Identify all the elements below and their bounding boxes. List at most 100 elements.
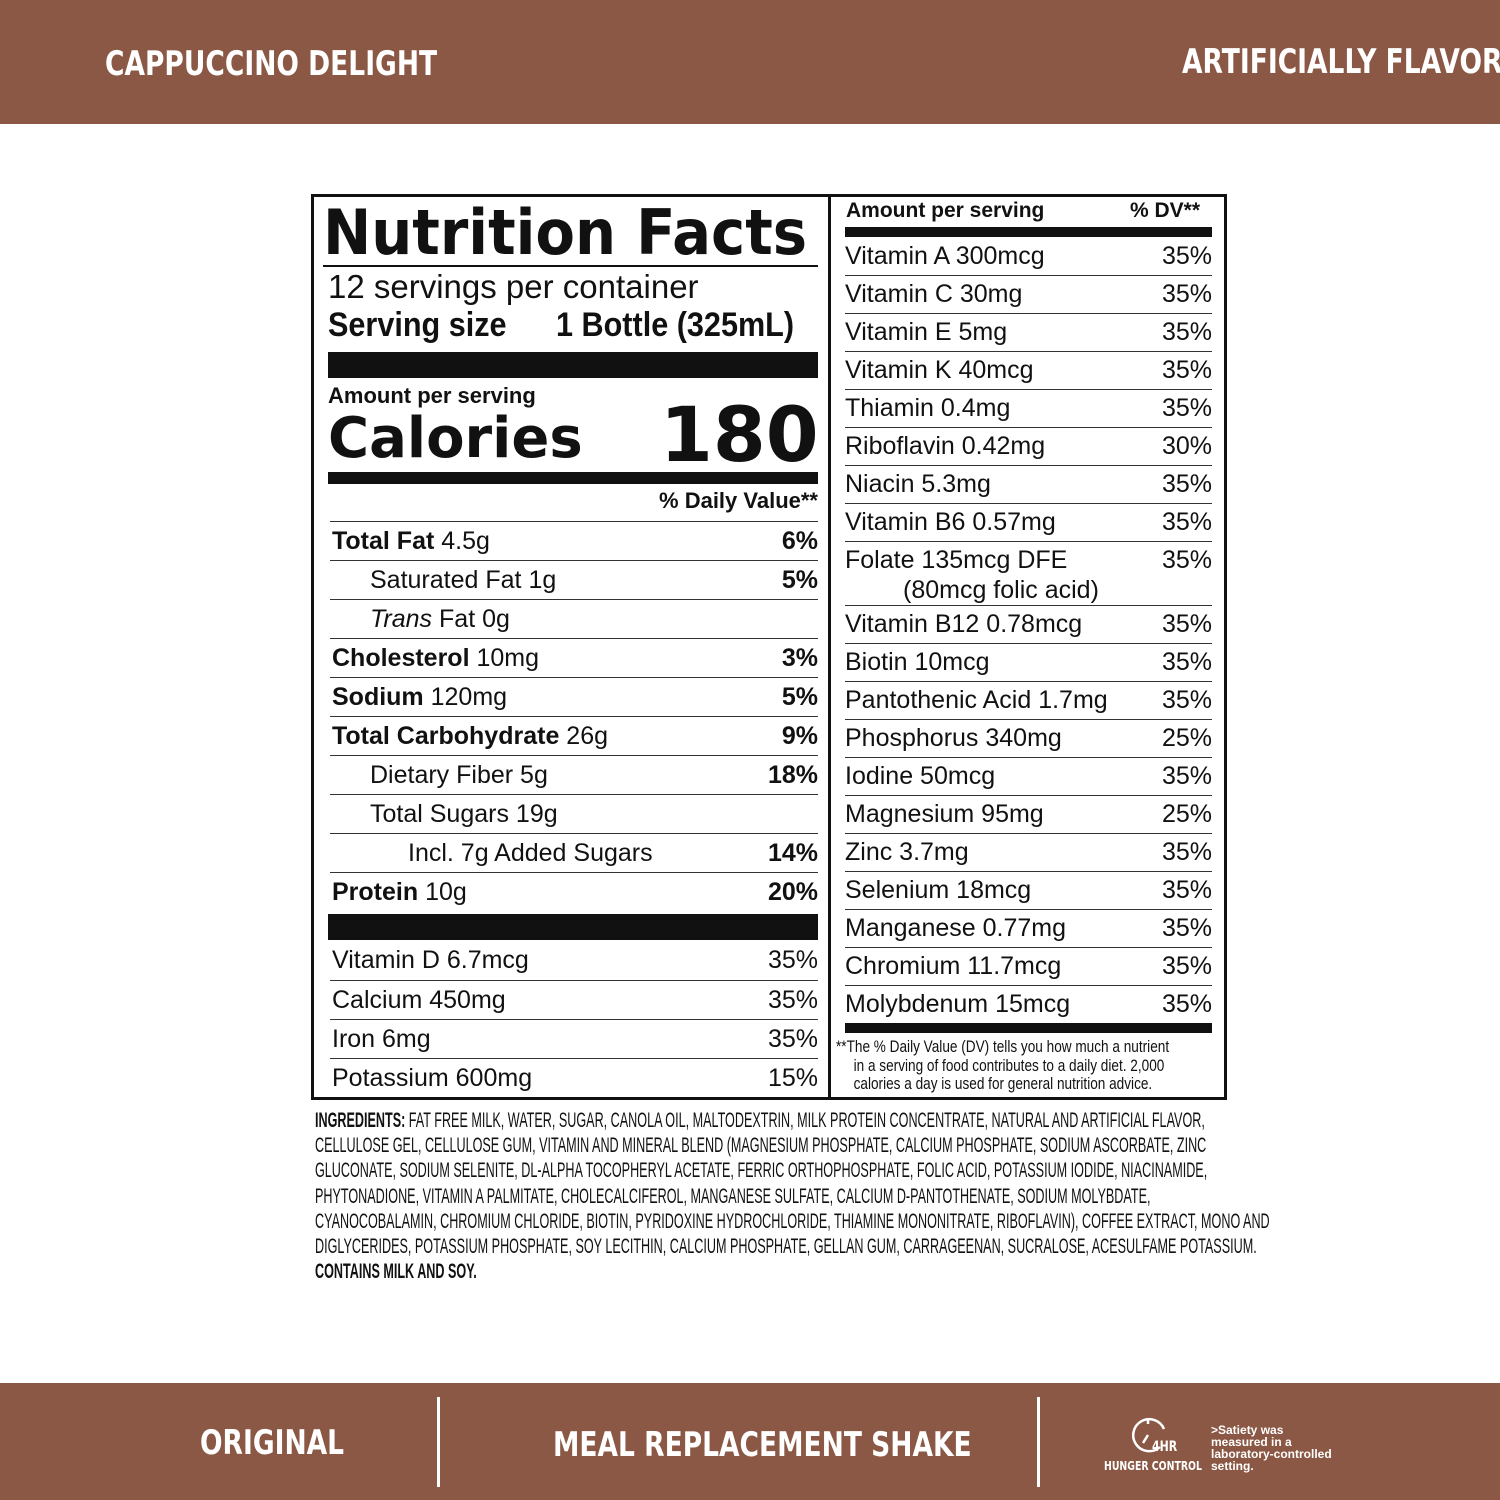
vitamin-row: Iodine 50mcg 35% — [845, 757, 1212, 795]
vitamin-row: Zinc 3.7mg 35% — [845, 833, 1212, 871]
vitamin-row: Vitamin B6 0.57mg 35% — [845, 503, 1212, 541]
footer-product-type: MEAL REPLACEMENT SHAKE — [553, 1425, 972, 1465]
nutrient-row: Incl. 7g Added Sugars 14% — [330, 833, 818, 872]
vitamin-row: Phosphorus 340mg 25% — [845, 719, 1212, 757]
vitamin-name: Niacin 5.3mg — [845, 470, 991, 498]
serving-size-value: 1 Bottle (325mL) — [556, 306, 795, 344]
nutrient-name: Protein 10g — [332, 877, 467, 906]
ingredients-label: INGREDIENTS: — [315, 1109, 406, 1132]
nutrient-name: Cholesterol 10mg — [332, 643, 540, 672]
vitamin-row: Folate 135mcg DFE (80mcg folic acid) 35% — [845, 541, 1212, 605]
vitamin-dv: 35% — [1161, 356, 1212, 384]
nutrient-row: Dietary Fiber 5g 18% — [330, 755, 818, 794]
vitamin-row: Vitamin A 300mcg 35% — [845, 237, 1212, 275]
nutrient-dv: 9% — [781, 721, 818, 750]
vitamin-row: Vitamin B12 0.78mcg 35% — [845, 605, 1212, 643]
vitamin-row: Vitamin K 40mcg 35% — [845, 351, 1212, 389]
calories-label: Calories — [328, 406, 583, 471]
vitamin-name: Iodine 50mcg — [845, 762, 996, 790]
vitamin-row: Molybdenum 15mcg 35% — [845, 985, 1212, 1023]
mineral-name: Calcium 450mg — [332, 985, 506, 1014]
vitamin-name: Phosphorus 340mg — [845, 724, 1062, 752]
mineral-row: Calcium 450mg 35% — [330, 980, 818, 1019]
vitamin-row: Niacin 5.3mg 35% — [845, 465, 1212, 503]
flavor-note: ARTIFICIALLY FLAVORED — [1182, 42, 1500, 82]
nutrient-name: Dietary Fiber 5g — [370, 760, 548, 789]
vitamin-dv: 35% — [1161, 241, 1212, 270]
mineral-name: Potassium 600mg — [332, 1063, 533, 1092]
nutrient-name: Total Fat 4.5g — [332, 526, 490, 555]
vitamin-name: Vitamin A 300mcg — [845, 241, 1045, 270]
vitamin-name: Riboflavin 0.42mg — [845, 432, 1046, 460]
column-divider — [828, 194, 831, 1100]
vitamin-dv: 35% — [1161, 280, 1212, 308]
vitamin-name: Vitamin B6 0.57mg — [845, 508, 1056, 536]
vitamin-row: Manganese 0.77mg 35% — [845, 909, 1212, 947]
mineral-row: Vitamin D 6.7mcg 35% — [330, 941, 818, 980]
vitamin-name: Folate 135mcg DFE (80mcg folic acid) — [845, 546, 1099, 604]
vitamin-dv: 35% — [1161, 394, 1212, 422]
vitamin-name: Chromium 11.7mcg — [845, 952, 1062, 980]
nutrient-row: Sodium 120mg 5% — [330, 677, 818, 716]
nutrient-dv: 5% — [781, 565, 818, 594]
footnote-line: in a serving of food contributes to a da… — [853, 1055, 1165, 1075]
right-dv-header: % DV** — [1130, 199, 1201, 222]
mineral-dv: 15% — [767, 1063, 818, 1092]
vitamin-name: Pantothenic Acid 1.7mg — [845, 686, 1108, 714]
amount-per-serving: Amount per serving — [328, 383, 536, 408]
vitamin-dv: 35% — [1161, 686, 1212, 714]
nutrient-row: Cholesterol 10mg 3% — [330, 638, 818, 677]
ingredients-text: INGREDIENTS: FAT FREE MILK, WATER, SUGAR… — [315, 1109, 1270, 1284]
vitamin-dv: 35% — [1161, 610, 1212, 638]
nutrient-row: Saturated Fat 1g 5% — [330, 560, 818, 599]
vitamin-dv: 35% — [1161, 762, 1212, 790]
nutrient-dv: 18% — [767, 760, 818, 789]
nutrient-row: Trans Fat 0g — [330, 599, 818, 638]
footnote-line: **The % Daily Value (DV) tells you how m… — [836, 1037, 1170, 1056]
mineral-dv: 35% — [767, 985, 818, 1014]
vitamin-row: Vitamin C 30mg 35% — [845, 275, 1212, 313]
nutrient-dv: 20% — [767, 877, 818, 906]
nutrition-label — [311, 194, 1227, 1100]
vitamin-row: Vitamin E 5mg 35% — [845, 313, 1212, 351]
nutrient-dv: 5% — [781, 682, 818, 711]
vitamin-name: Thiamin 0.4mg — [845, 394, 1011, 422]
nutrient-dv: 14% — [767, 838, 818, 867]
vitamin-row: Riboflavin 0.42mg 30% — [845, 427, 1212, 465]
mineral-name: Vitamin D 6.7mcg — [332, 946, 529, 974]
dv-header: % Daily Value** — [659, 488, 818, 513]
vitamin-name: Biotin 10mcg — [845, 648, 990, 676]
badge-label: HUNGER CONTROL — [1104, 1459, 1202, 1473]
allergen-statement: CONTAINS MILK AND SOY. — [315, 1260, 477, 1284]
badge-value: 4HR — [1152, 1439, 1178, 1455]
nutrient-row: Total Sugars 19g — [330, 794, 818, 833]
nutrient-row: Total Fat 4.5g 6% — [330, 521, 818, 560]
vitamin-dv: 35% — [1161, 876, 1212, 904]
vitamin-name: Molybdenum 15mcg — [845, 990, 1071, 1018]
vitamin-name: Vitamin E 5mg — [845, 318, 1008, 346]
vitamin-row: Pantothenic Acid 1.7mg 35% — [845, 681, 1212, 719]
mineral-row: Iron 6mg 35% — [330, 1019, 818, 1058]
footer-bar: ORIGINAL MEAL REPLACEMENT SHAKE 4HR HUNG… — [0, 1383, 1500, 1500]
nutrient-name: Sodium 120mg — [332, 682, 508, 711]
vitamin-row: Chromium 11.7mcg 35% — [845, 947, 1212, 985]
vitamin-row: Selenium 18mcg 35% — [845, 871, 1212, 909]
serving-size-label: Serving size — [328, 306, 507, 344]
vitamin-dv: 35% — [1161, 318, 1212, 346]
mineral-dv: 35% — [767, 1024, 818, 1053]
vitamin-dv: 35% — [1161, 990, 1212, 1018]
vitamin-dv: 35% — [1161, 508, 1212, 536]
vitamin-name: Manganese 0.77mg — [845, 914, 1066, 942]
nutrient-name: Trans Fat 0g — [370, 604, 510, 633]
vitamin-name: Vitamin K 40mcg — [845, 356, 1034, 384]
vitamin-dv: 25% — [1161, 800, 1212, 828]
vitamin-row: Biotin 10mcg 35% — [845, 643, 1212, 681]
vitamin-name: Vitamin B12 0.78mcg — [845, 610, 1083, 638]
vitamin-name: Magnesium 95mg — [845, 800, 1044, 828]
nutrient-row: Protein 10g 20% — [330, 872, 818, 911]
vitamin-name: Selenium 18mcg — [845, 876, 1032, 904]
vitamin-row: Thiamin 0.4mg 35% — [845, 389, 1212, 427]
nutrient-row: Total Carbohydrate 26g 9% — [330, 716, 818, 755]
mineral-name: Iron 6mg — [332, 1024, 431, 1053]
servings-per-container: 12 servings per container — [328, 268, 699, 305]
